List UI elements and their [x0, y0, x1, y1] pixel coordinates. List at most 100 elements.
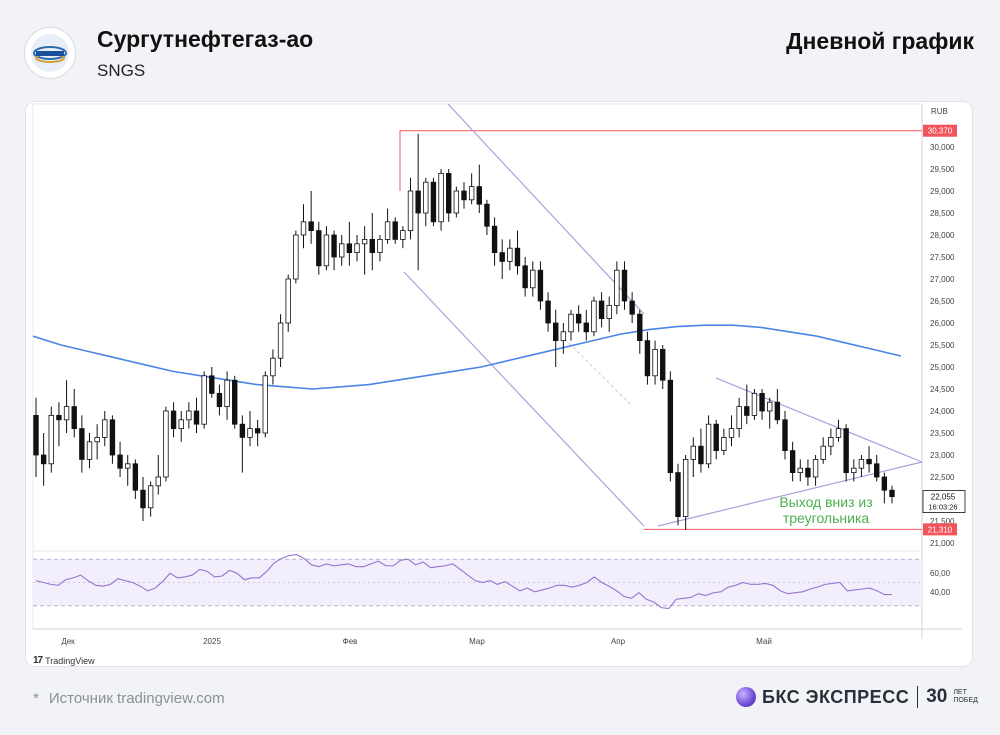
candle-body: [415, 190, 421, 214]
candle-body: [591, 300, 597, 333]
y-tick-label: 21,500: [930, 517, 955, 526]
rsi-line: [35, 554, 892, 610]
x-tick-label: Фев: [343, 637, 358, 646]
candle-body: [491, 225, 498, 253]
last-price-label: 22,055: [931, 493, 956, 502]
annotation-line-2: треугольника: [783, 510, 870, 526]
candle-body: [71, 406, 77, 430]
x-tick-label: Май: [756, 637, 772, 646]
candle-body: [430, 181, 437, 223]
candle-body: [789, 450, 796, 474]
candle-body: [889, 489, 895, 497]
x-tick-label: Апр: [611, 637, 626, 646]
x-tick-label: 2025: [203, 637, 221, 646]
candle-body: [675, 472, 681, 518]
candle-body: [277, 322, 284, 359]
candle-body: [858, 458, 865, 469]
candle-body: [94, 436, 100, 443]
candle-body: [48, 414, 54, 465]
brand-name: БКС ЭКСПРЕСС: [762, 686, 910, 707]
candle-body: [866, 458, 872, 465]
channel-upper-line: [447, 103, 645, 315]
header: Сургутнефтегаз-ао SNGS Дневной график: [0, 0, 1000, 95]
candle-body: [323, 234, 330, 267]
candle-body: [728, 428, 735, 438]
candle-body: [147, 485, 154, 509]
candle-body: [682, 458, 689, 517]
brand-subtitle: ЛЕТ ПОБЕД: [953, 689, 978, 704]
candle-body: [446, 173, 452, 214]
source-text: Источник tradingview.com: [48, 690, 225, 707]
ticker: SNGS: [97, 61, 146, 80]
candle-body: [247, 428, 253, 438]
candle-body: [354, 243, 360, 254]
candle-body: [598, 300, 605, 320]
candle-body: [805, 467, 811, 478]
candle-body: [461, 190, 467, 201]
candle-body: [285, 278, 291, 324]
y-tick-label: 23,000: [930, 451, 955, 460]
rsi-tick-label: 60,00: [930, 569, 951, 578]
candle-body: [178, 419, 184, 429]
y-tick-label: 21,000: [930, 539, 955, 548]
brand-divider: [917, 686, 919, 708]
candle-body: [705, 423, 712, 465]
brand-logo: БКС ЭКСПРЕСС 30 ЛЕТ ПОБЕД: [736, 686, 983, 708]
candle-body: [201, 375, 207, 425]
tradingview-icon: 17: [33, 655, 43, 666]
candle-body: [568, 313, 574, 333]
candle-body: [262, 375, 268, 434]
candle-body: [438, 173, 444, 223]
company-name: Сургутнефтегаз-ао: [97, 26, 314, 52]
candle-body: [545, 300, 551, 324]
tradingview-label: TradingView: [45, 655, 95, 666]
candle-body: [216, 392, 223, 407]
price-chart: RUB 30,000 29,500 29,000 28,500 28,000 27,500 2…: [32, 103, 966, 646]
candle-body: [377, 238, 383, 253]
candle-body: [782, 419, 788, 451]
candle-body: [660, 348, 666, 381]
candle-body: [812, 458, 819, 478]
y-tick-label: 25,000: [930, 363, 955, 372]
candle-body: [537, 269, 544, 302]
candle-body: [63, 406, 70, 421]
candle-body: [254, 428, 261, 434]
candle-body: [499, 252, 505, 262]
resistance-level-line: [399, 130, 922, 191]
y-tick-label: 23,500: [930, 429, 955, 438]
y-tick-label: 26,000: [930, 319, 955, 328]
candle-body: [881, 476, 888, 491]
candle-body: [316, 230, 322, 267]
x-tick-label: Мар: [469, 637, 485, 646]
candle-body: [514, 247, 521, 267]
channel-lower-line: [403, 271, 645, 527]
candle-body: [736, 406, 742, 430]
brand-sphere-icon: [736, 687, 756, 707]
x-tick-label: Дек: [61, 637, 75, 646]
candle-body: [239, 423, 246, 438]
candle-body: [163, 410, 169, 478]
company-logo: [24, 27, 76, 79]
candle-body: [644, 340, 651, 377]
candle-body: [522, 265, 528, 289]
last-price-badge: [922, 490, 966, 513]
candle-body: [575, 313, 582, 324]
y-tick-label: 28,000: [930, 231, 955, 240]
candle-body: [774, 401, 781, 421]
candle-body: [186, 410, 192, 421]
candle-body: [606, 304, 612, 319]
brand-years: 30: [926, 686, 948, 707]
candle-body: [33, 414, 39, 456]
candle-body: [530, 269, 536, 289]
candle-body: [851, 467, 857, 474]
candle-body: [339, 243, 345, 258]
candle-body: [560, 331, 567, 342]
candle-body: [507, 247, 513, 262]
candle-body: [407, 190, 414, 231]
candle-body: [232, 379, 238, 425]
candle-body: [209, 375, 215, 394]
candle-body: [79, 428, 85, 460]
y-tick-label: 27,000: [930, 275, 955, 284]
candle-body: [751, 392, 758, 416]
candle-body: [40, 454, 47, 465]
